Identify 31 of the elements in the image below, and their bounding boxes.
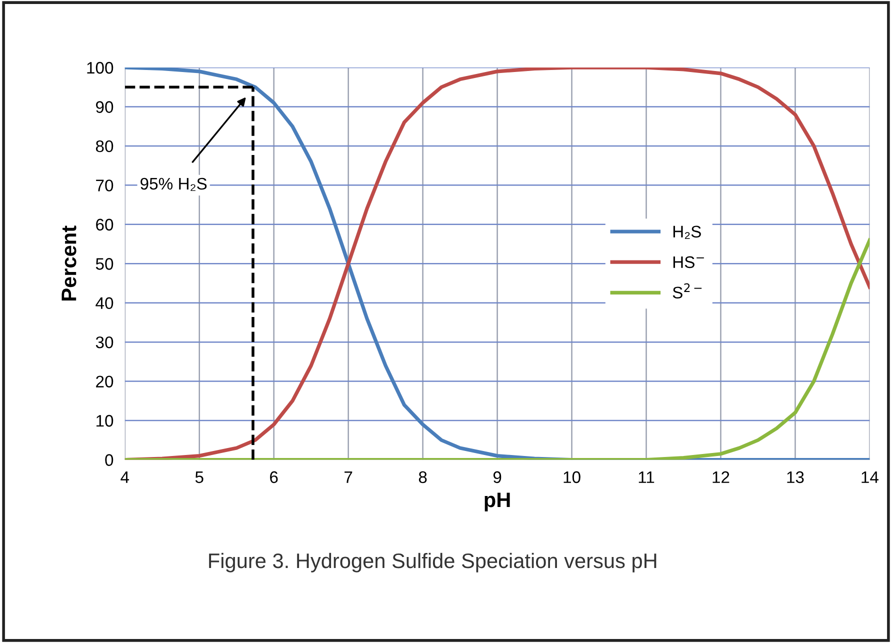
y-tick-label: 40 [96,297,114,310]
line-series [124,238,870,460]
x-tick-label: 6 [270,471,278,484]
caption: Figure 3. Hydrogen Sulfide Speciation versus pH [209,552,656,572]
x-axis-title: pH [484,492,510,512]
x-tick-label: 10 [564,471,580,484]
y-tick-label: 50 [96,258,114,270]
x-tick-label: 4 [120,471,130,483]
y-tick-label: 20 [96,376,114,388]
x-tick-label: 12 [712,471,730,483]
x-tick-label: 11 [638,471,654,483]
y-tick-label: 30 [96,336,114,348]
line-series [124,68,870,460]
x-tick-label: 8 [418,471,427,484]
annotation: 95% H₂S [140,178,207,191]
x-tick-label: 9 [493,471,502,484]
legend-label: S$^{2−}$ [672,283,702,299]
y-tick-label: 70 [96,180,114,192]
x-tick-label: 7 [344,471,352,483]
y-tick-label: 10 [96,414,114,427]
y-tick-label: 60 [96,218,114,231]
y-tick-label: 0 [105,454,114,466]
legend-label: H₂S [673,226,701,239]
x-tick-label: 13 [787,471,804,484]
y-tick-label: 100 [87,62,114,74]
y-tick-label: 80 [96,140,114,152]
y-axis-title: Percent [62,226,76,300]
y-tick-label: 90 [96,101,114,113]
legend-label: HS$^{−}$ [673,256,704,268]
x-tick-label: 14 [862,471,878,483]
x-tick-label: 5 [195,471,204,484]
